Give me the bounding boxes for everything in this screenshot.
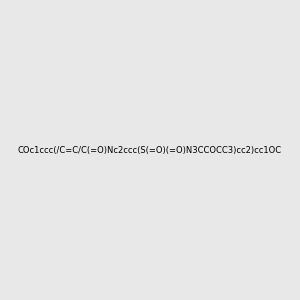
Text: COc1ccc(/C=C/C(=O)Nc2ccc(S(=O)(=O)N3CCOCC3)cc2)cc1OC: COc1ccc(/C=C/C(=O)Nc2ccc(S(=O)(=O)N3CCOC… bbox=[18, 146, 282, 154]
